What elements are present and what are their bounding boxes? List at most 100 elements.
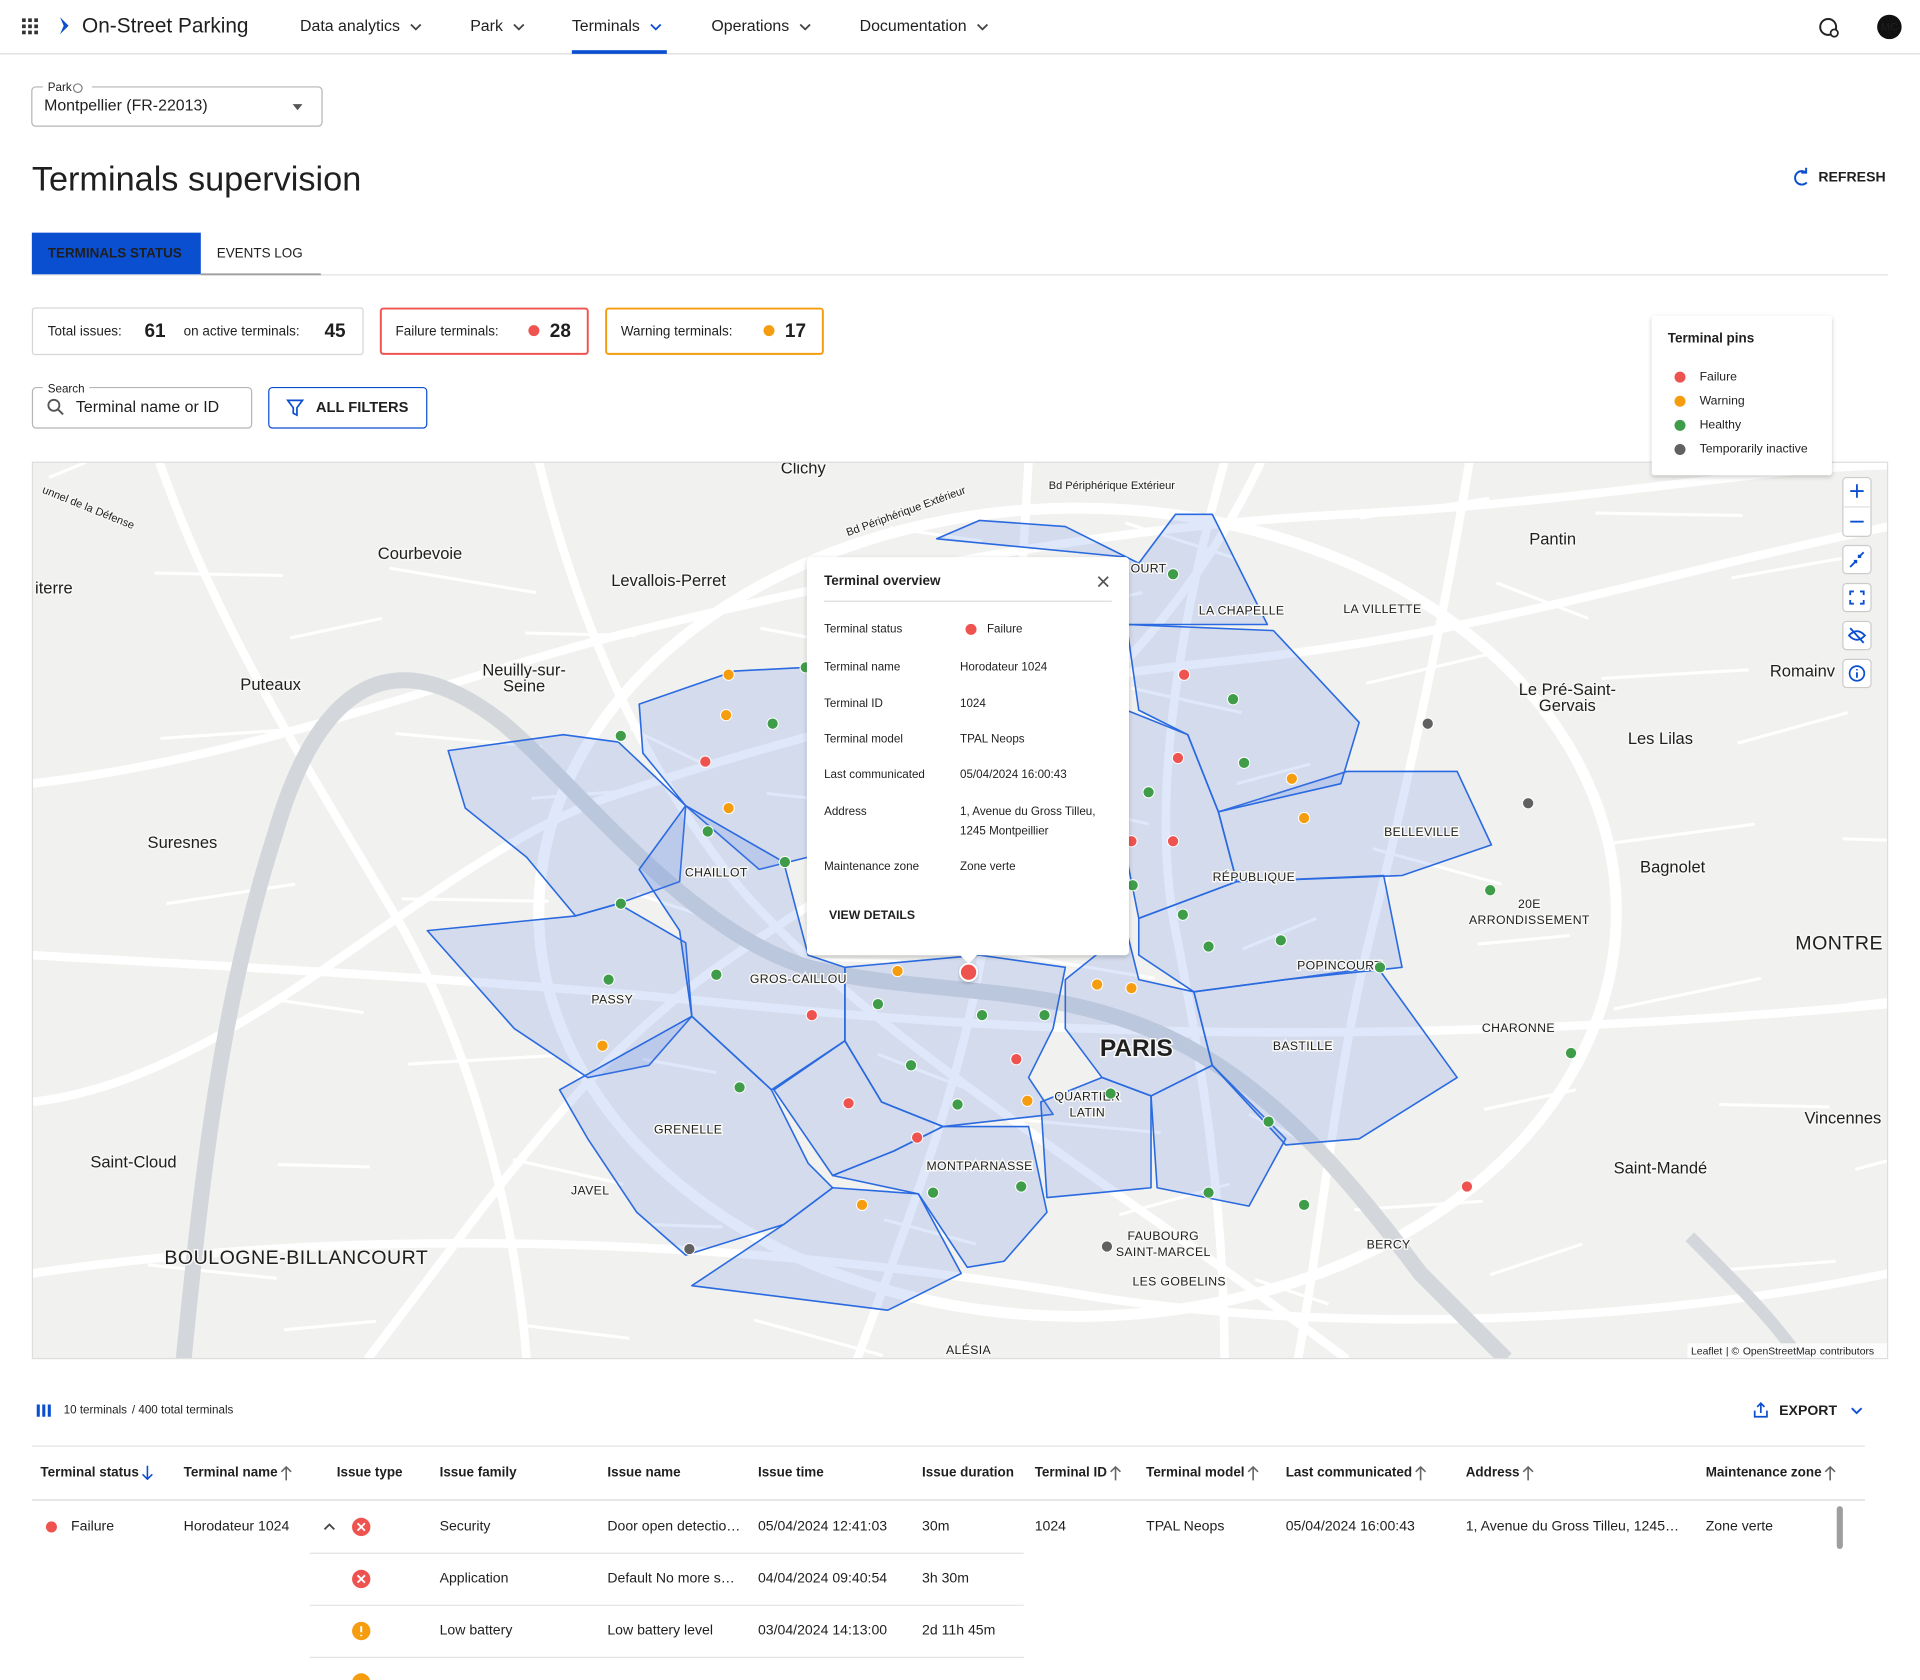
terminal-pin[interactable] bbox=[1166, 835, 1180, 848]
terminal-pin[interactable] bbox=[805, 1008, 818, 1022]
park-select[interactable] bbox=[31, 86, 323, 127]
terminal-pin[interactable] bbox=[1202, 1186, 1215, 1199]
maintenance-zone[interactable] bbox=[447, 733, 687, 917]
nav-menu-item[interactable]: Documentation bbox=[860, 18, 967, 35]
maintenance-zone[interactable] bbox=[831, 1125, 1048, 1269]
terminal-pin[interactable] bbox=[766, 717, 779, 730]
notifications-icon[interactable] bbox=[1819, 18, 1838, 36]
terminal-pin[interactable] bbox=[842, 1097, 855, 1110]
avatar[interactable] bbox=[1877, 14, 1902, 40]
map-control-button[interactable] bbox=[1842, 544, 1872, 575]
popup-close[interactable] bbox=[1097, 576, 1109, 588]
terminal-pin[interactable] bbox=[1104, 1087, 1117, 1100]
terminal-pin[interactable] bbox=[1564, 1046, 1578, 1060]
terminal-pin[interactable] bbox=[720, 708, 733, 722]
column-header[interactable]: Terminal model bbox=[1146, 1465, 1244, 1480]
tab[interactable]: TERMINALS STATUS bbox=[48, 246, 182, 261]
terminal-pin[interactable] bbox=[911, 1131, 924, 1144]
column-header[interactable]: Issue duration bbox=[922, 1465, 1014, 1480]
terminal-pin[interactable] bbox=[1202, 940, 1215, 953]
terminal-pin[interactable] bbox=[1177, 668, 1191, 681]
nav-menu-item[interactable]: Park bbox=[470, 18, 503, 35]
terminal-pin[interactable] bbox=[1038, 1008, 1051, 1022]
terminal-pin[interactable] bbox=[778, 855, 792, 869]
terminal-pin[interactable] bbox=[1237, 756, 1251, 769]
terminal-pin[interactable] bbox=[1021, 1094, 1034, 1107]
terminal-pin[interactable] bbox=[1166, 568, 1180, 581]
terminal-pin[interactable] bbox=[1460, 1180, 1474, 1193]
column-header[interactable]: Issue type bbox=[337, 1465, 403, 1480]
map-street bbox=[1131, 686, 1242, 715]
terminal-pin[interactable] bbox=[1285, 772, 1298, 785]
column-header[interactable]: Terminal ID bbox=[1035, 1465, 1108, 1480]
column-header[interactable]: Issue family bbox=[440, 1465, 518, 1480]
tab-active-bg[interactable] bbox=[31, 232, 201, 275]
terminal-pin[interactable] bbox=[1484, 884, 1497, 897]
terminal-pin[interactable] bbox=[1142, 786, 1155, 799]
column-header[interactable]: Terminal name bbox=[184, 1465, 278, 1480]
terminal-pin[interactable] bbox=[701, 825, 714, 838]
nav-menu-item[interactable]: Operations bbox=[711, 18, 789, 35]
filters-button-label[interactable]: ALL FILTERS bbox=[316, 400, 409, 416]
terminal-pin[interactable] bbox=[1171, 751, 1185, 765]
column-header[interactable]: Last communicated bbox=[1286, 1465, 1412, 1480]
terminal-pin[interactable] bbox=[1297, 811, 1311, 825]
terminal-pin[interactable] bbox=[1100, 1240, 1114, 1253]
map-control-button[interactable] bbox=[1842, 582, 1872, 613]
terminal-pin[interactable] bbox=[1297, 1198, 1311, 1212]
search-input[interactable] bbox=[31, 386, 253, 429]
terminal-pin[interactable] bbox=[855, 1198, 869, 1212]
terminal-pin[interactable] bbox=[975, 1008, 989, 1022]
filters-button[interactable] bbox=[268, 386, 428, 429]
maintenance-zone[interactable] bbox=[1040, 1076, 1152, 1199]
terminal-pin[interactable] bbox=[904, 1059, 918, 1072]
refresh-button[interactable]: REFRESH bbox=[1818, 168, 1885, 184]
terminal-pin[interactable] bbox=[1262, 1115, 1275, 1128]
terminal-pin[interactable] bbox=[1176, 908, 1189, 921]
terminal-pin[interactable] bbox=[926, 1186, 940, 1199]
terminal-pin[interactable] bbox=[733, 1081, 746, 1094]
terminal-pin[interactable] bbox=[602, 973, 615, 986]
column-header[interactable]: Maintenance zone bbox=[1706, 1465, 1822, 1480]
terminal-pin[interactable] bbox=[683, 1242, 696, 1256]
terminal-pin[interactable] bbox=[951, 1098, 964, 1111]
terminal-pin[interactable] bbox=[722, 802, 735, 815]
terminal-pin[interactable] bbox=[1274, 934, 1287, 947]
map-street bbox=[1360, 496, 1490, 520]
maintenance-zone[interactable] bbox=[1064, 929, 1214, 1097]
terminal-pin[interactable] bbox=[710, 968, 723, 981]
maintenance-zone[interactable] bbox=[844, 954, 1067, 1128]
nav-menu-item[interactable]: Terminals bbox=[572, 18, 640, 35]
column-header[interactable]: Terminal status bbox=[40, 1465, 138, 1480]
terminal-pin[interactable] bbox=[1091, 978, 1104, 991]
terminal-pin[interactable] bbox=[614, 729, 627, 743]
column-header[interactable]: Issue time bbox=[758, 1465, 824, 1480]
terminal-pin[interactable] bbox=[722, 668, 735, 681]
column-header[interactable]: Issue name bbox=[607, 1465, 681, 1480]
terminal-pin[interactable] bbox=[1010, 1053, 1023, 1066]
terminal-pin[interactable] bbox=[699, 755, 712, 768]
attribution-link[interactable]: OpenStreetMap bbox=[1743, 1347, 1817, 1358]
nav-menu-item[interactable]: Data analytics bbox=[300, 18, 400, 35]
popup-view-details[interactable]: VIEW DETAILS bbox=[829, 908, 915, 922]
terminal-pin[interactable] bbox=[1015, 1180, 1028, 1193]
column-header[interactable]: Address bbox=[1466, 1465, 1520, 1480]
terminal-pin[interactable] bbox=[596, 1039, 609, 1052]
terminal-pin[interactable] bbox=[1125, 982, 1138, 995]
tab[interactable]: EVENTS LOG bbox=[217, 246, 303, 261]
terminal-pin[interactable] bbox=[1522, 797, 1535, 810]
zoom-in[interactable] bbox=[1850, 484, 1864, 498]
terminal-pin[interactable] bbox=[1373, 961, 1387, 974]
terminal-pin[interactable] bbox=[871, 997, 885, 1011]
terminal-pin[interactable] bbox=[614, 897, 627, 910]
terminal-pin[interactable] bbox=[1421, 717, 1434, 730]
terminal-pin[interactable] bbox=[891, 964, 904, 978]
map-label: CHARONNE bbox=[1482, 1021, 1555, 1035]
cell-terminal-name[interactable]: Horodateur 1024 bbox=[184, 1518, 290, 1534]
map-control-icon bbox=[1849, 590, 1865, 605]
export-button[interactable]: EXPORT bbox=[1779, 1402, 1837, 1418]
terminal-pin-selected[interactable] bbox=[959, 962, 979, 982]
popup-pointer bbox=[958, 953, 979, 964]
terminal-pin[interactable] bbox=[1226, 693, 1240, 706]
attribution-link[interactable]: Leaflet bbox=[1691, 1347, 1722, 1358]
